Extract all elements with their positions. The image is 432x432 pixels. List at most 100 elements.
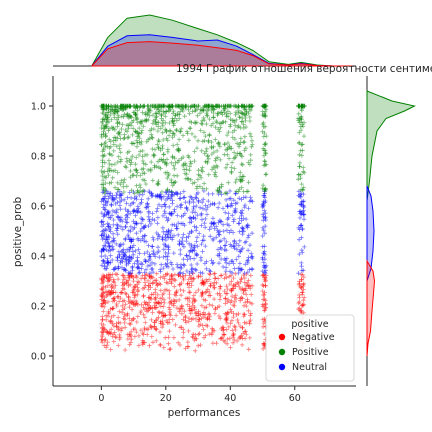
scatter-point-positive [169,189,174,194]
scatter-point-neutral [131,200,136,205]
scatter-point-neutral [117,218,123,223]
scatter-point-positive [134,117,139,122]
scatter-point-neutral [232,266,237,271]
scatter-point-negative [108,306,113,312]
scatter-point-positive [137,182,143,188]
scatter-point-negative [229,288,234,294]
scatter-point-positive [138,185,143,190]
scatter-point-positive [156,165,162,170]
scatter-point-negative [171,335,177,340]
scatter-point-neutral [133,248,138,254]
scatter-point-positive [117,130,122,135]
scatter-point-positive [101,153,106,159]
scatter-point-neutral [238,210,243,215]
scatter-point-neutral [203,216,208,222]
scatter-point-negative [181,277,186,283]
scatter-point-positive [230,129,235,135]
scatter-point-negative [109,288,114,293]
scatter-point-negative [228,345,233,350]
scatter-point-neutral [145,202,150,207]
scatter-point-positive [218,125,223,130]
scatter-point-positive [217,144,223,149]
scatter-point-positive [119,114,124,119]
scatter-point-negative [226,324,231,330]
scatter-point-negative [99,297,104,302]
scatter-point-negative [121,316,126,321]
scatter-point-positive [165,149,171,155]
scatter-point-positive [213,125,218,130]
scatter-point-negative [118,328,124,333]
scatter-point-neutral [208,269,213,274]
scatter-point-negative [207,331,212,337]
scatter-point-neutral [123,236,128,241]
scatter-point-neutral [224,228,230,233]
scatter-point-neutral [114,228,119,233]
scatter-point-neutral [171,250,176,256]
scatter-point-neutral [302,244,307,250]
scatter-point-positive [153,122,159,127]
scatter-point-positive [239,185,244,190]
scatter-point-neutral [147,271,153,276]
scatter-point-negative [177,297,182,303]
scatter-point-positive [109,117,114,122]
scatter-point-positive [187,164,192,169]
scatter-point-negative [172,277,177,283]
scatter-point-neutral [176,220,181,226]
scatter-point-neutral [99,210,104,216]
scatter-point-neutral [197,205,203,210]
scatter-point-positive [195,138,201,143]
scatter-point-negative [260,304,266,309]
scatter-point-positive [297,152,302,157]
scatter-point-negative [103,284,108,290]
scatter-point-neutral [103,227,108,232]
scatter-point-negative [101,327,106,333]
scatter-point-negative [197,331,202,336]
scatter-point-positive [228,122,233,127]
scatter-point-neutral [217,239,222,244]
scatter-point-neutral [142,270,147,275]
scatter-point-negative [186,285,192,290]
scatter-point-neutral [131,252,136,257]
scatter-point-positive [214,118,219,124]
scatter-point-negative [262,308,267,313]
scatter-point-neutral [187,198,192,204]
scatter-point-positive [214,148,220,154]
scatter-point-neutral [211,260,216,265]
scatter-point-neutral [130,268,135,273]
scatter-point-negative [162,276,167,281]
scatter-point-positive [141,188,146,193]
scatter-point-positive [232,136,238,142]
scatter-point-negative [100,301,105,306]
scatter-point-neutral [146,258,151,263]
scatter-point-positive [167,120,172,126]
scatter-point-negative [182,309,187,314]
scatter-point-neutral [296,271,301,276]
scatter-point-neutral [174,223,179,229]
scatter-point-positive [102,141,107,146]
scatter-point-positive [174,128,180,133]
scatter-point-neutral [297,202,303,207]
scatter-point-negative [212,285,217,290]
scatter-point-negative [113,290,118,295]
scatter-point-neutral [106,196,111,201]
scatter-point-positive [298,103,304,109]
scatter-point-neutral [100,258,106,264]
scatter-point-negative [148,323,153,329]
scatter-point-negative [191,276,197,281]
scatter-point-negative [129,318,134,323]
scatter-point-negative [122,325,128,330]
scatter-point-positive [225,152,230,157]
scatter-point-negative [229,298,234,303]
scatter-point-negative [218,273,224,278]
scatter-point-negative [123,302,128,307]
scatter-point-negative [117,309,122,314]
scatter-point-positive [111,142,116,147]
scatter-point-positive [161,103,166,109]
scatter-point-neutral [221,228,226,234]
scatter-point-positive [238,140,243,145]
scatter-point-neutral [140,217,145,222]
scatter-point-neutral [105,224,111,229]
scatter-point-positive [200,186,205,191]
scatter-point-negative [164,272,170,277]
scatter-point-neutral [229,259,234,264]
